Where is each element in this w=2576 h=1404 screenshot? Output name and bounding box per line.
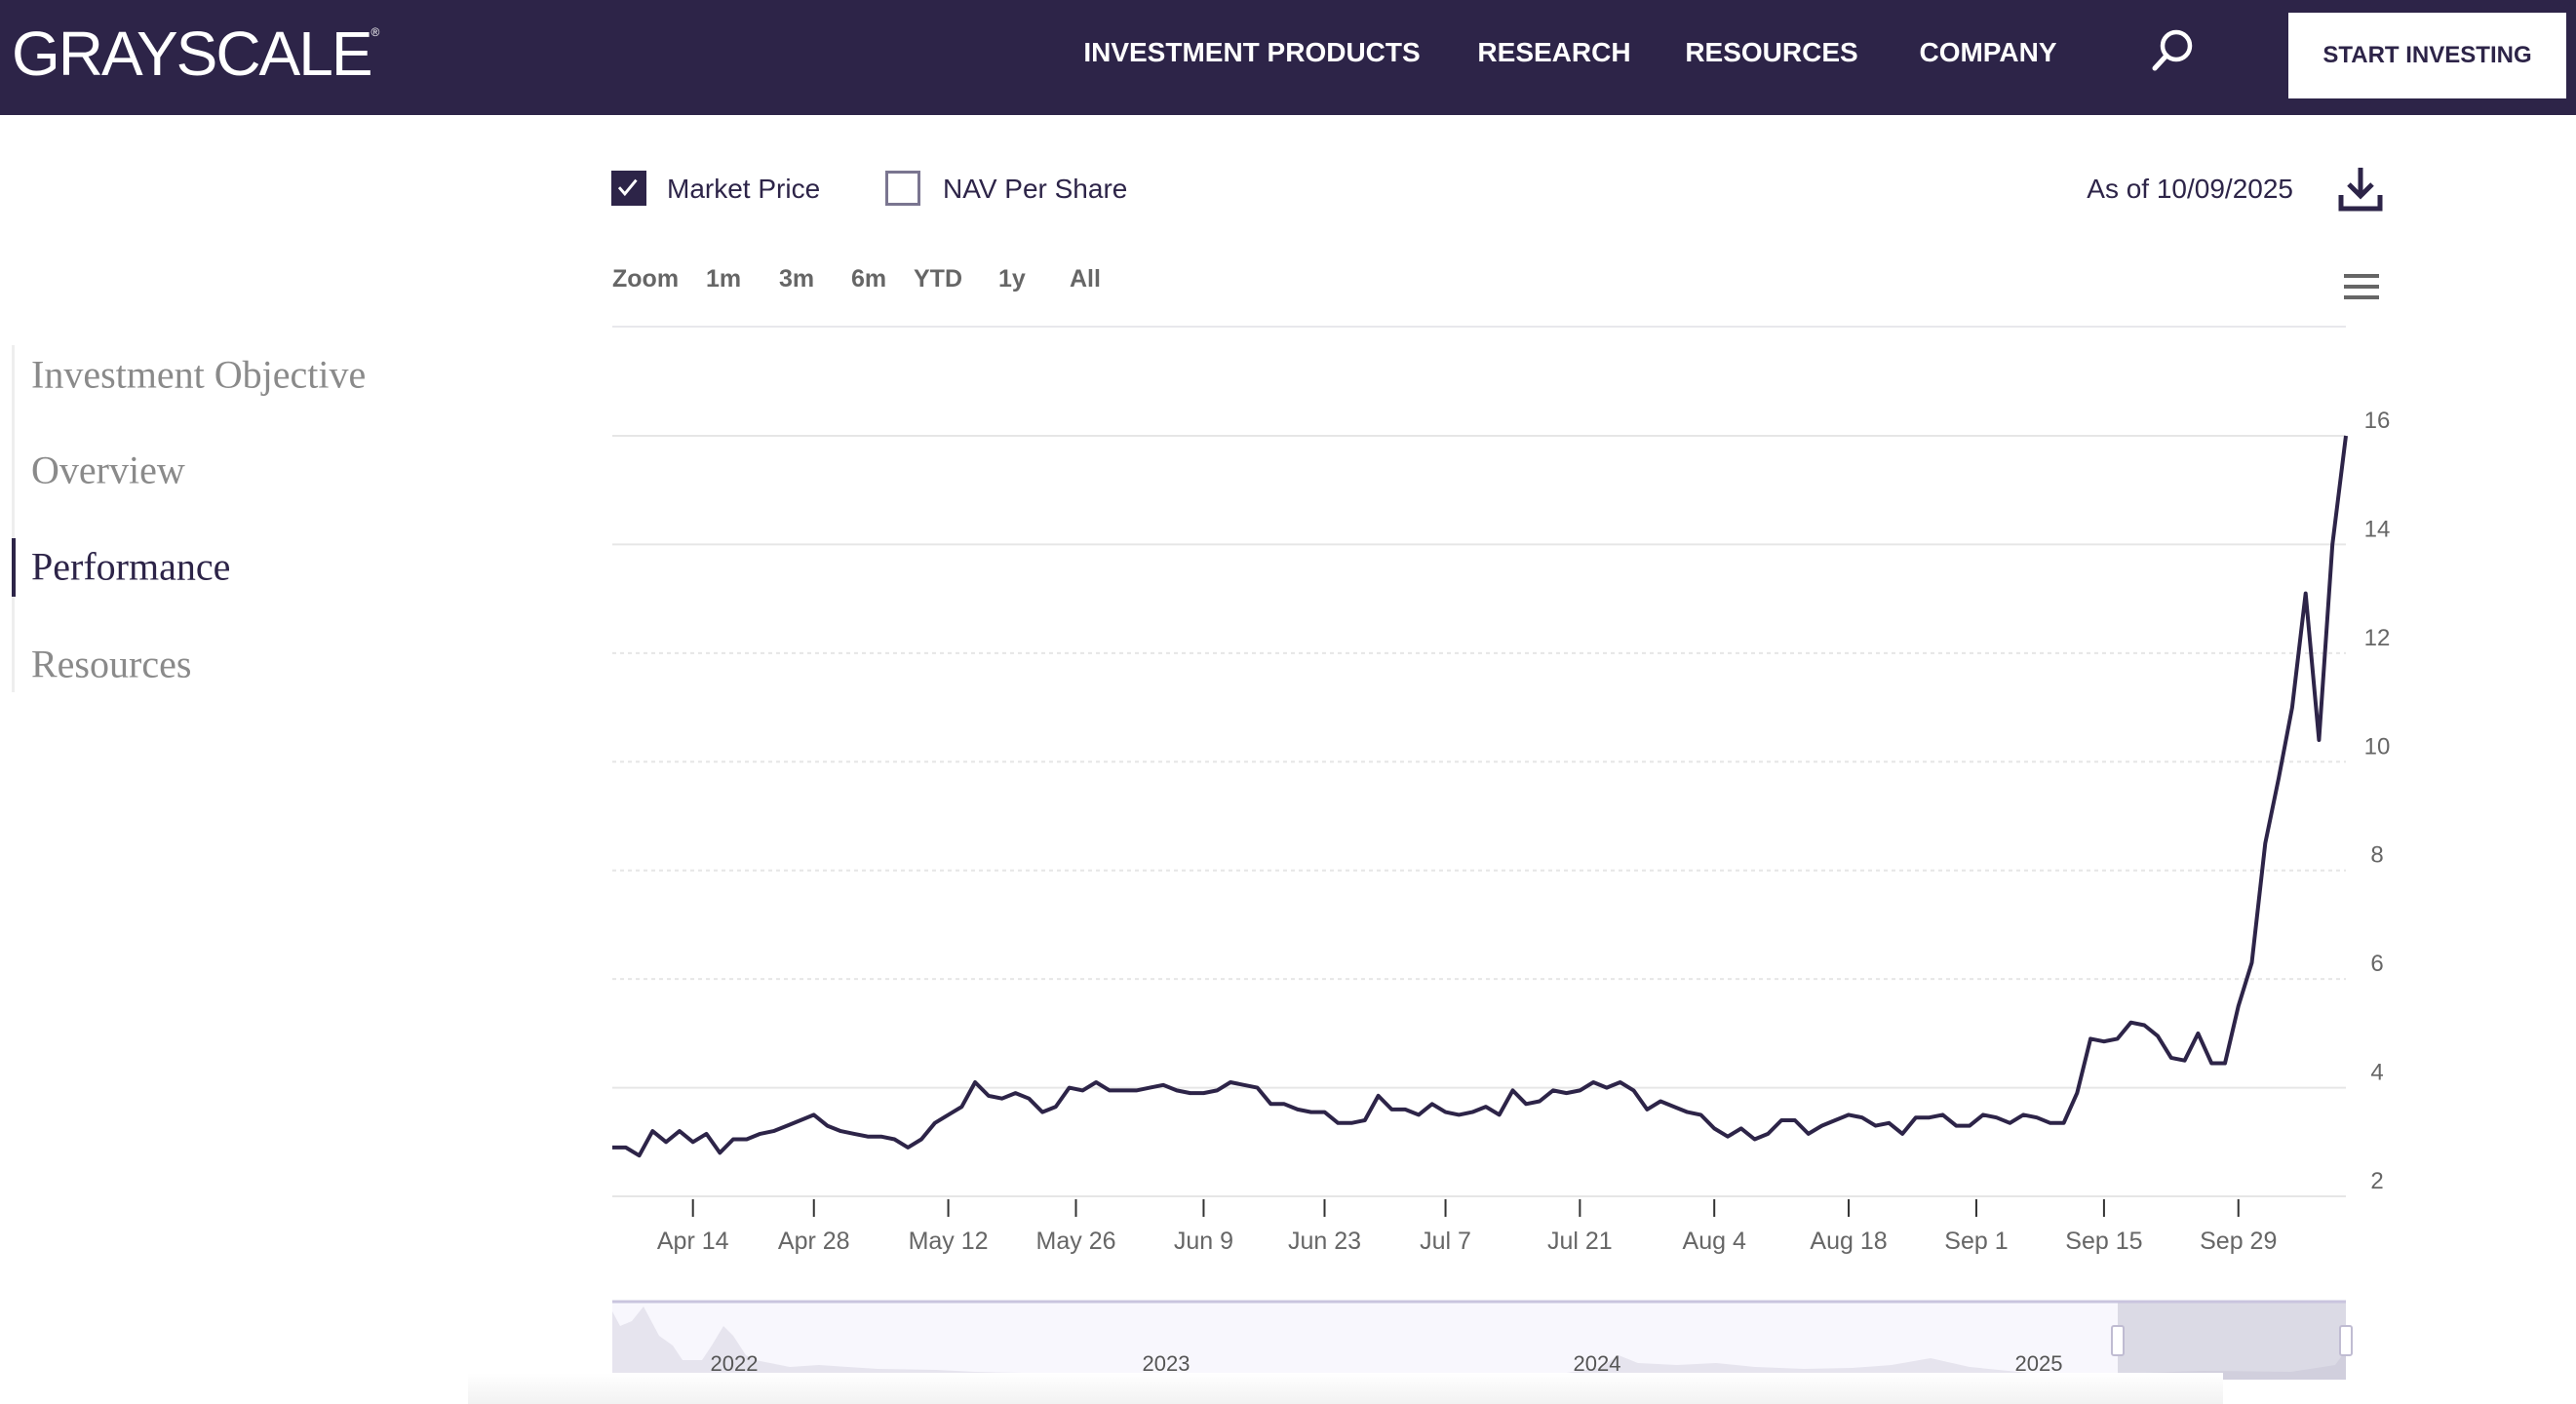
zoom-1m-button[interactable]: 1m (706, 265, 742, 292)
y-tick-label: 2 (2370, 1168, 2383, 1194)
market-price-label[interactable]: Market Price (667, 174, 821, 204)
zoom-ytd-button[interactable]: YTD (914, 265, 962, 292)
navigator-selected-range[interactable] (2118, 1302, 2346, 1380)
x-tick-label: Jul 7 (1420, 1228, 1471, 1255)
nav-per-share-checkbox[interactable] (885, 171, 920, 206)
logo-text: GRAYSCALE (12, 19, 372, 89)
zoom-label: Zoom (612, 265, 680, 292)
zoom-6m-button[interactable]: 6m (851, 265, 887, 292)
navigator-label-2022: 2022 (711, 1351, 759, 1376)
navigator-label-2023: 2023 (1143, 1351, 1190, 1376)
page-bottom-shadow (468, 1373, 2223, 1404)
x-tick-label: Aug 18 (1810, 1228, 1887, 1255)
registered-mark: ® (371, 25, 380, 39)
search-icon[interactable] (2149, 27, 2196, 74)
grayscale-logo[interactable]: GRAYSCALE® (12, 18, 380, 90)
x-tick-label: Jun 9 (1174, 1228, 1233, 1255)
download-icon[interactable] (2338, 166, 2383, 213)
x-tick-label: May 12 (909, 1228, 989, 1255)
hamburger-menu-icon[interactable] (2344, 273, 2379, 300)
navigator[interactable]: 2022 2023 2024 2025 (612, 1300, 2353, 1380)
sidebar-active-indicator (12, 538, 16, 597)
checkmark-icon (617, 178, 638, 197)
sidebar-item-overview[interactable]: Overview (31, 448, 185, 492)
navigator-label-2025: 2025 (2015, 1351, 2063, 1376)
nav-per-share-label[interactable]: NAV Per Share (943, 174, 1128, 204)
x-tick-label: Aug 4 (1683, 1228, 1746, 1255)
navigator-left-handle[interactable] (2111, 1325, 2125, 1356)
y-tick-label: 4 (2370, 1060, 2383, 1086)
x-tick-label: Sep 15 (2065, 1228, 2142, 1255)
x-tick-label: Apr 28 (778, 1228, 850, 1255)
navigator-series-area (612, 1306, 2346, 1380)
sidebar-item-resources[interactable]: Resources (31, 642, 192, 686)
y-tick-label: 6 (2370, 951, 2383, 977)
navigator-background (612, 1302, 2346, 1380)
x-tick-label: Jun 23 (1288, 1228, 1361, 1255)
chart-top-divider (612, 326, 2346, 328)
nav-company[interactable]: COMPANY (1919, 37, 2057, 67)
navigator-label-2024: 2024 (1574, 1351, 1621, 1376)
y-tick-label: 12 (2364, 625, 2391, 651)
as-of-date: As of 10/09/2025 (2087, 174, 2293, 204)
navigator-right-handle[interactable] (2339, 1325, 2353, 1356)
sidebar-item-investment-objective[interactable]: Investment Objective (31, 352, 367, 397)
zoom-3m-button[interactable]: 3m (779, 265, 815, 292)
y-tick-label: 16 (2364, 408, 2391, 434)
x-tick-label: May 26 (1036, 1228, 1116, 1255)
nav-investment-products[interactable]: INVESTMENT PRODUCTS (1083, 37, 1421, 67)
y-tick-label: 14 (2364, 516, 2391, 542)
zoom-1y-button[interactable]: 1y (998, 265, 1026, 292)
x-tick-label: Sep 1 (1944, 1228, 2008, 1255)
sidebar-item-performance[interactable]: Performance (31, 544, 231, 589)
y-tick-label: 8 (2370, 842, 2383, 869)
site-header: GRAYSCALE® INVESTMENT PRODUCTS RESEARCH … (0, 0, 2576, 115)
nav-research[interactable]: RESEARCH (1477, 37, 1631, 67)
market-price-line (612, 435, 2348, 1158)
zoom-all-button[interactable]: All (1070, 265, 1101, 292)
sidebar-track (12, 345, 15, 692)
x-tick-label: Sep 29 (2200, 1228, 2277, 1255)
x-tick-label: Jul 21 (1547, 1228, 1613, 1255)
x-tick-label: Apr 14 (657, 1228, 729, 1255)
y-tick-label: 10 (2364, 733, 2391, 760)
market-price-checkbox[interactable] (611, 171, 646, 206)
nav-resources[interactable]: RESOURCES (1685, 37, 1858, 67)
start-investing-button[interactable]: START INVESTING (2288, 13, 2566, 98)
